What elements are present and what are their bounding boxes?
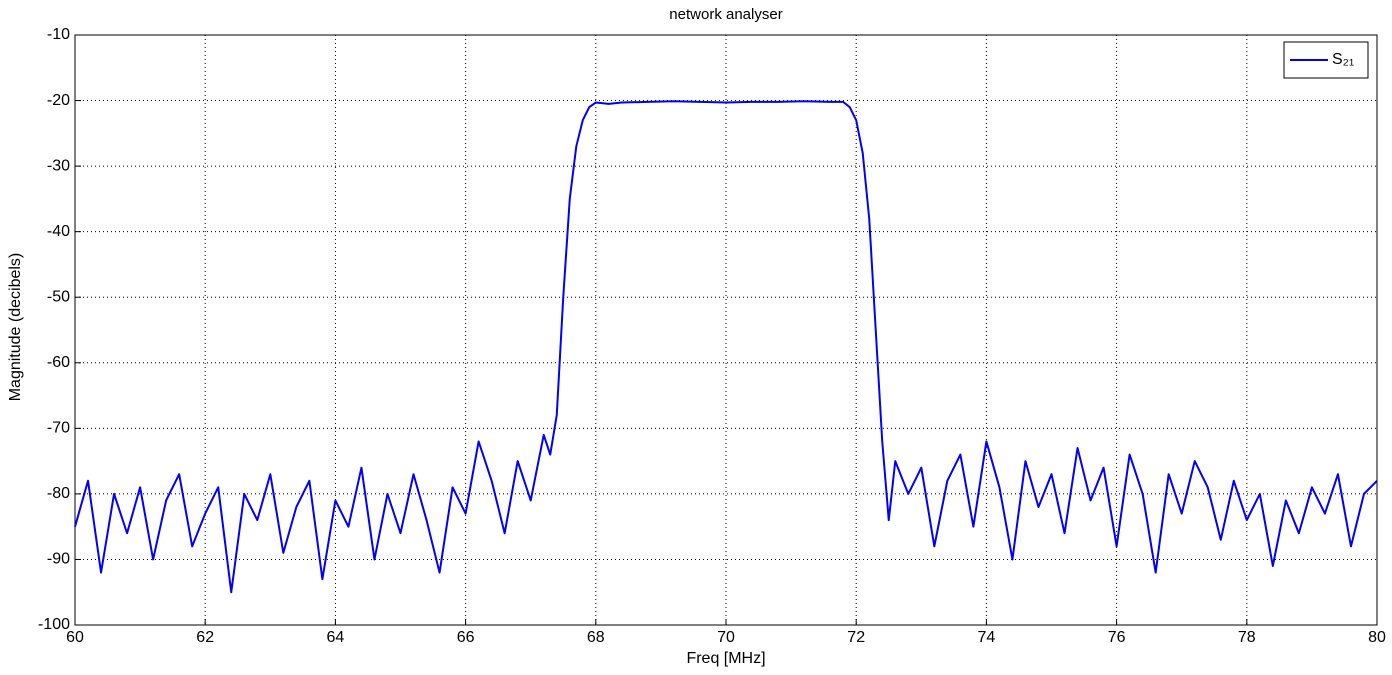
x-tick-label: 68: [587, 629, 605, 646]
x-tick-label: 60: [66, 629, 84, 646]
y-tick-label: -20: [47, 92, 70, 109]
y-tick-label: -10: [47, 26, 70, 43]
x-tick-label: 62: [196, 629, 214, 646]
y-axis-label: Magnitude (decibels): [7, 253, 24, 402]
x-tick-label: 80: [1368, 629, 1386, 646]
chart-title: network analyser: [669, 6, 782, 23]
plot-frame: [74, 34, 1378, 626]
y-tick-label: -30: [47, 157, 70, 174]
y-tick-label: -80: [47, 485, 70, 502]
x-tick-label: 66: [457, 629, 475, 646]
x-tick-label: 64: [327, 629, 345, 646]
y-tick-label: -50: [47, 288, 70, 305]
x-tick-label: 78: [1238, 629, 1256, 646]
y-tick-label: -100: [38, 616, 70, 633]
y-tick-label: -60: [47, 354, 70, 371]
y-tick-label: -40: [47, 223, 70, 240]
x-tick-label: 74: [978, 629, 996, 646]
y-tick-label: -90: [47, 551, 70, 568]
y-tick-label: -70: [47, 420, 70, 437]
x-tick-label: 76: [1108, 629, 1126, 646]
x-axis-label: Freq [MHz]: [686, 650, 765, 667]
x-tick-label: 70: [717, 629, 735, 646]
legend-label: S₂₁: [1332, 51, 1354, 68]
data-line: [74, 100, 1378, 594]
plot-area: [75, 35, 1377, 625]
x-tick-label: 72: [847, 629, 865, 646]
